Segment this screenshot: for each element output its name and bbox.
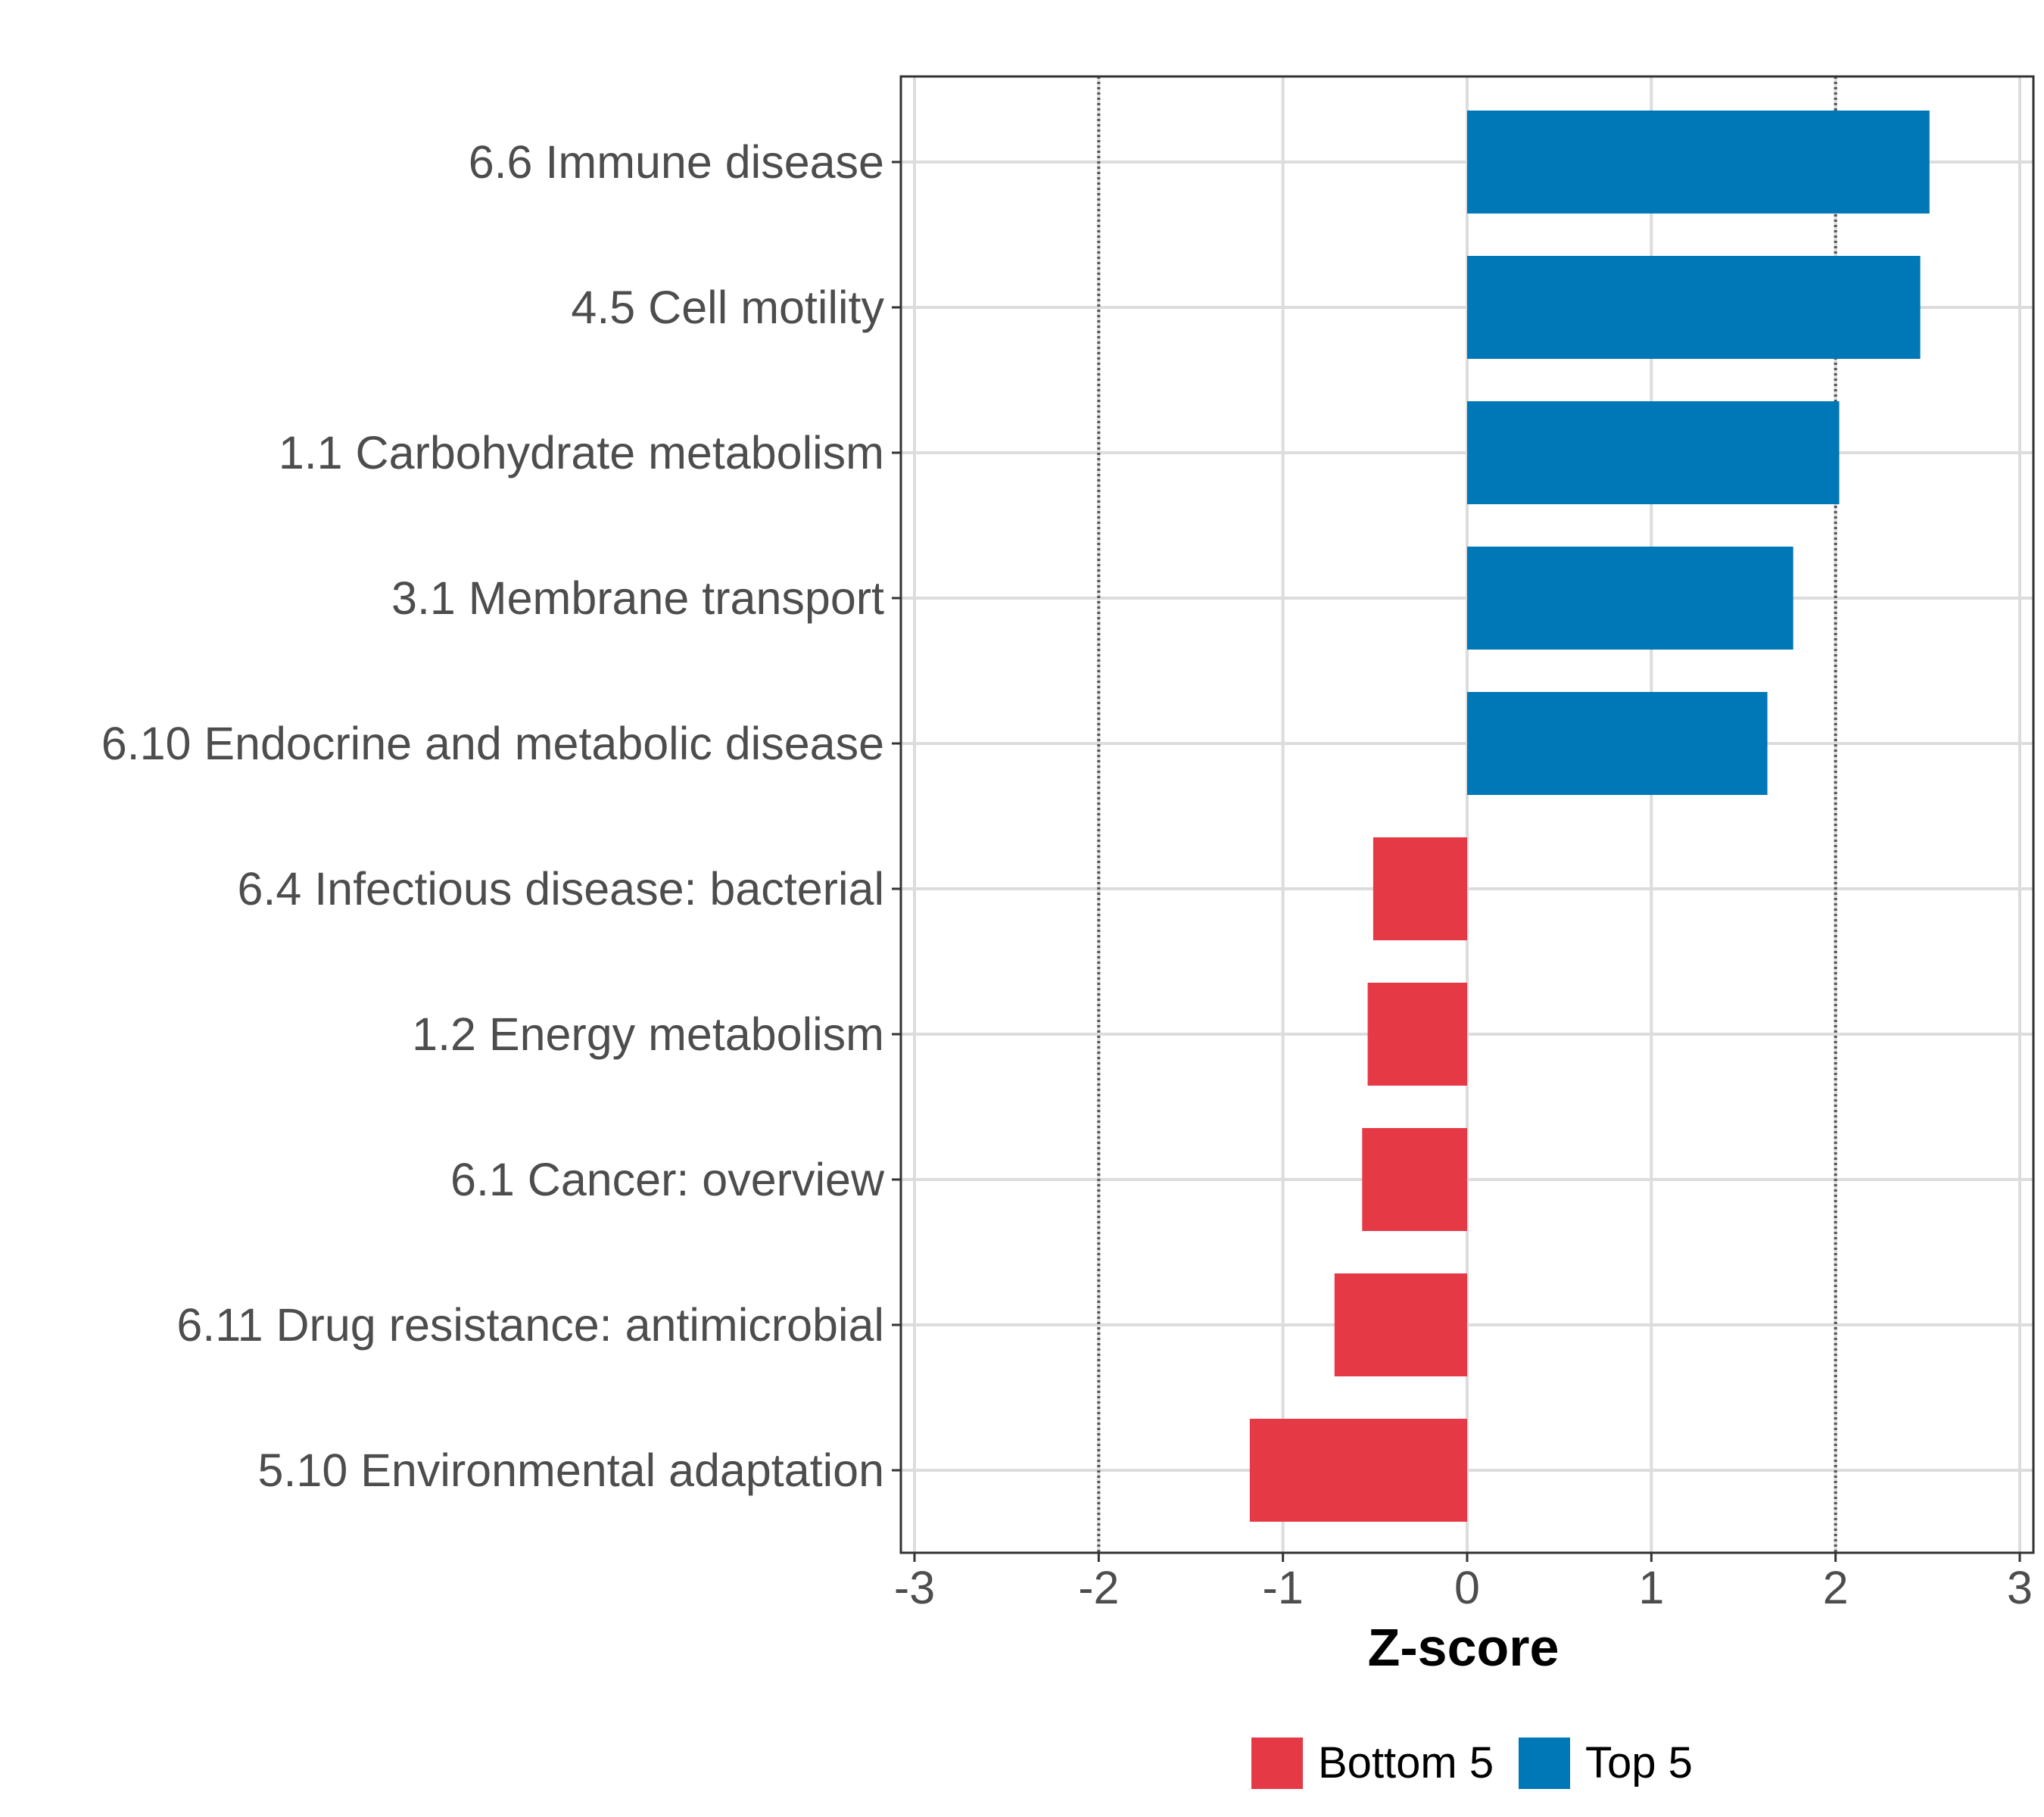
legend-swatch: [1519, 1738, 1570, 1789]
category-label: 6.1 Cancer: overview: [450, 1154, 885, 1205]
reference-lines: [1097, 76, 1837, 1553]
x-tick-label: 3: [2007, 1562, 2033, 1613]
bar: [1467, 692, 1768, 795]
category-label: 6.6 Immune disease: [469, 136, 884, 188]
category-label: 5.10 Environmental adaptation: [258, 1445, 884, 1496]
x-tick-label: -2: [1078, 1562, 1119, 1613]
bar: [1367, 983, 1467, 1086]
category-label: 4.5 Cell motility: [571, 282, 884, 333]
category-label: 1.2 Energy metabolism: [412, 1008, 884, 1060]
bars: [1249, 111, 1930, 1522]
bar: [1467, 401, 1840, 504]
legend-label: Bottom 5: [1318, 1738, 1494, 1787]
bar: [1249, 1419, 1467, 1522]
bar: [1467, 111, 1930, 213]
x-axis-title: Z-score: [1368, 1618, 1559, 1677]
bar: [1373, 837, 1467, 940]
x-tick-label: 1: [1638, 1562, 1664, 1613]
legend: Bottom 5 Top 5: [1251, 1738, 1693, 1789]
x-tick-label: -1: [1263, 1562, 1304, 1613]
y-axis: 6.6 Immune disease 4.5 Cell motility 1.1 C…: [101, 136, 901, 1496]
bar: [1467, 256, 1921, 359]
x-tick-label: -3: [894, 1562, 935, 1613]
legend-swatch: [1251, 1738, 1303, 1789]
category-label: 6.11 Drug resistance: antimicrobial: [176, 1299, 884, 1351]
bar: [1467, 547, 1793, 650]
bar: [1362, 1128, 1467, 1231]
x-tick-label: 2: [1823, 1562, 1849, 1613]
category-label: 3.1 Membrane transport: [391, 572, 884, 624]
category-label: 1.1 Carbohydrate metabolism: [279, 427, 884, 478]
bar: [1334, 1273, 1467, 1376]
category-label: 6.4 Infectious disease: bacterial: [237, 863, 884, 915]
x-axis: -3 -2 -1 0 1 2 3: [894, 1553, 2033, 1613]
legend-label: Top 5: [1585, 1738, 1693, 1787]
x-tick-label: 0: [1454, 1562, 1480, 1613]
category-label: 6.10 Endocrine and metabolic disease: [101, 718, 884, 769]
